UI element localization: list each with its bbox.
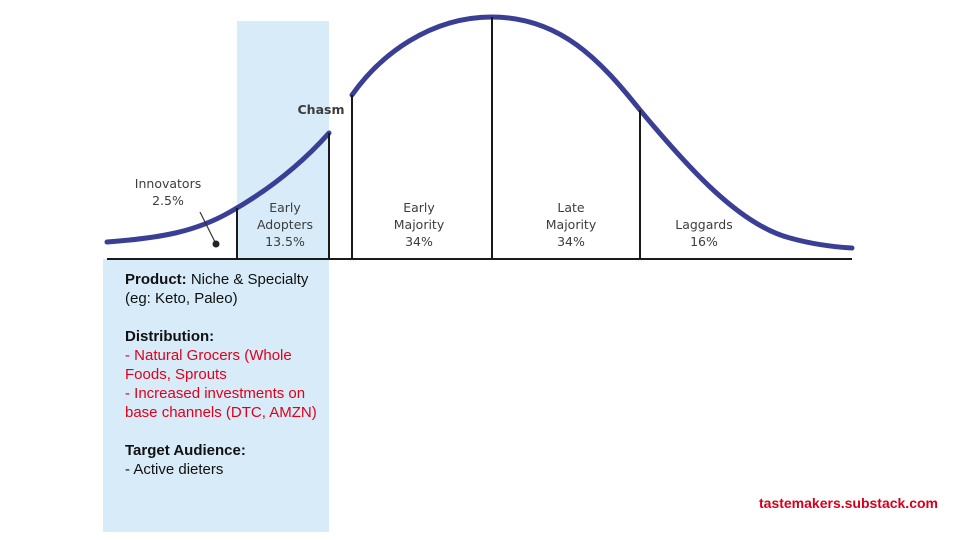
laggards-label-line: Laggards bbox=[675, 217, 733, 232]
laggards-label: Laggards 16% bbox=[675, 217, 733, 249]
early-majority-label-line: Early bbox=[403, 200, 435, 215]
late-majority-label: Late Majority 34% bbox=[546, 200, 597, 249]
late-majority-label-line: 34% bbox=[557, 234, 585, 249]
distribution-item: - Increased investments on base channels… bbox=[125, 385, 317, 421]
early-adopters-highlight-top bbox=[237, 21, 329, 261]
audience-heading: Target Audience: bbox=[125, 442, 246, 459]
innovators-dot bbox=[212, 240, 220, 248]
innovators-label-line: 2.5% bbox=[152, 193, 184, 208]
source-credit: tastemakers.substack.com bbox=[759, 495, 938, 511]
early-adopters-label: Early Adopters 13.5% bbox=[257, 200, 313, 249]
early-majority-label-line: Majority bbox=[394, 217, 445, 232]
distribution-item: - Natural Grocers (Whole Foods, Sprouts bbox=[125, 347, 292, 383]
chasm-label: Chasm bbox=[298, 102, 345, 117]
product-text: Niche & Specialty (eg: Keto, Paleo) bbox=[125, 271, 309, 307]
early-adopters-notes: Product: Niche & Specialty (eg: Keto, Pa… bbox=[125, 270, 325, 479]
innovators-pointer bbox=[199, 211, 216, 243]
adoption-curve-left bbox=[104, 130, 332, 245]
early-adopters-highlight-panel bbox=[103, 259, 329, 532]
late-majority-label-line: Late bbox=[557, 200, 585, 215]
late-majority-label-line: Majority bbox=[546, 217, 597, 232]
early-adopters-label-line: Adopters bbox=[257, 217, 313, 232]
product-section: Product: Niche & Specialty (eg: Keto, Pa… bbox=[125, 270, 325, 308]
audience-item: - Active dieters bbox=[125, 461, 224, 478]
distribution-heading: Distribution: bbox=[125, 328, 215, 345]
innovators-label: Innovators 2.5% bbox=[135, 176, 201, 208]
innovators-label-line: Innovators bbox=[135, 176, 201, 191]
early-majority-label-line: 34% bbox=[405, 234, 433, 249]
early-majority-label: Early Majority 34% bbox=[394, 200, 445, 249]
early-adopters-label-line: 13.5% bbox=[265, 234, 305, 249]
adoption-curve-right bbox=[349, 14, 855, 251]
product-heading: Product: bbox=[125, 271, 187, 288]
early-adopters-label-line: Early bbox=[269, 200, 301, 215]
laggards-label-line: 16% bbox=[690, 234, 718, 249]
